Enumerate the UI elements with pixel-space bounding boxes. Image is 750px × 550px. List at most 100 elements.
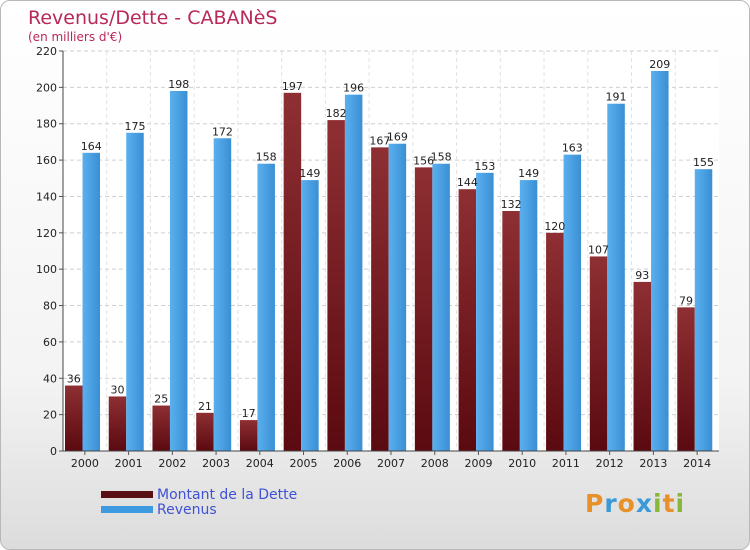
y-tick-label: 40 [43,372,57,385]
x-tick-label: 2014 [683,457,711,470]
bar-dette [458,189,477,451]
data-label-revenus: 198 [168,78,189,91]
y-tick-label: 60 [43,336,57,349]
data-label-dette: 156 [413,154,434,167]
data-label-dette: 132 [501,198,522,211]
legend-swatch-dette [101,491,153,498]
data-label-revenus: 191 [606,91,627,104]
bar-revenus [476,172,494,451]
data-label-dette: 167 [369,134,390,147]
bar-revenus [563,154,582,452]
bar-revenus [169,91,188,451]
bar-revenus [694,169,713,451]
bar-dette [196,412,214,451]
data-label-dette: 197 [282,80,303,93]
x-tick-label: 2008 [421,457,449,470]
bar-revenus [213,138,232,452]
data-label-dette: 17 [242,407,256,420]
bar-dette [502,211,520,451]
data-label-dette: 30 [110,383,124,396]
y-tick-label: 20 [43,409,57,422]
y-tick-label: 200 [36,81,57,94]
data-label-dette: 21 [198,400,212,413]
data-label-revenus: 172 [212,125,233,138]
bar-revenus [651,71,669,451]
bar-dette [108,396,127,451]
bar-dette [414,167,433,451]
logo-letter: o [617,489,636,518]
x-tick-label: 2005 [290,457,318,470]
bar-dette [283,92,302,452]
y-tick-label: 180 [36,118,57,131]
bar-revenus [519,180,538,451]
y-tick-label: 160 [36,154,57,167]
logo-letter: P [585,489,605,518]
x-tick-label: 2009 [464,457,492,470]
data-label-dette: 144 [457,176,478,189]
y-tick-label: 100 [36,263,57,276]
bar-dette [371,147,389,451]
bar-revenus [432,163,450,451]
x-tick-label: 2013 [639,457,667,470]
y-tick-label: 140 [36,190,57,203]
bar-dette [589,256,608,451]
data-label-dette: 93 [635,269,649,282]
data-label-dette: 182 [326,107,347,120]
x-tick-label: 2012 [596,457,624,470]
legend: Montant de la Dette Revenus [101,486,298,518]
data-label-revenus: 164 [81,140,102,153]
y-tick-label: 120 [36,227,57,240]
legend-swatch-revenus [101,506,153,513]
x-tick-label: 2007 [377,457,405,470]
legend-item-dette: Montant de la Dette [101,486,298,503]
data-label-revenus: 149 [518,167,539,180]
x-tick-label: 2002 [158,457,186,470]
logo-letter: t [662,489,676,518]
bar-dette [65,385,83,451]
bar-revenus [82,152,100,451]
x-tick-label: 2004 [246,457,274,470]
data-label-revenus: 158 [256,151,277,164]
data-label-dette: 36 [67,373,81,386]
bar-revenus [257,163,275,451]
legend-item-revenus: Revenus [101,501,297,518]
data-label-revenus: 149 [299,167,320,180]
legend-label-revenus: Revenus [157,501,217,518]
legend-label-dette: Montant de la Dette [157,486,298,503]
x-tick-label: 2006 [333,457,361,470]
proxiti-logo: Proxiti [585,489,685,518]
data-label-revenus: 163 [562,142,583,155]
y-tick-label: 0 [50,445,57,458]
logo-letter: i [675,489,686,518]
data-label-revenus: 175 [124,120,145,133]
chart-title: Revenus/Dette - CABANèS [28,7,278,29]
bar-revenus [126,132,144,451]
data-label-dette: 107 [588,243,609,256]
bar-revenus [301,180,319,451]
x-tick-label: 2003 [202,457,230,470]
bar-revenus [607,103,625,452]
data-label-dette: 120 [544,220,565,233]
x-tick-label: 2000 [71,457,99,470]
bar-dette [633,281,652,451]
bar-revenus [388,143,407,451]
y-tick-label: 220 [36,45,57,58]
bar-dette [546,232,564,451]
bar-dette [239,420,258,451]
data-label-revenus: 196 [343,82,364,95]
bar-dette [152,405,170,451]
x-tick-label: 2001 [115,457,143,470]
bar-dette [327,120,345,451]
data-label-dette: 25 [154,393,168,406]
chart-subtitle: (en milliers d'€) [28,30,123,44]
y-tick-label: 80 [43,300,57,313]
x-tick-label: 2011 [552,457,580,470]
data-label-revenus: 158 [431,151,452,164]
data-label-revenus: 153 [474,160,495,173]
logo-letter: x [635,489,653,518]
data-label-revenus: 155 [693,156,714,169]
data-label-revenus: 209 [649,58,670,71]
logo-letter: i [653,489,663,518]
